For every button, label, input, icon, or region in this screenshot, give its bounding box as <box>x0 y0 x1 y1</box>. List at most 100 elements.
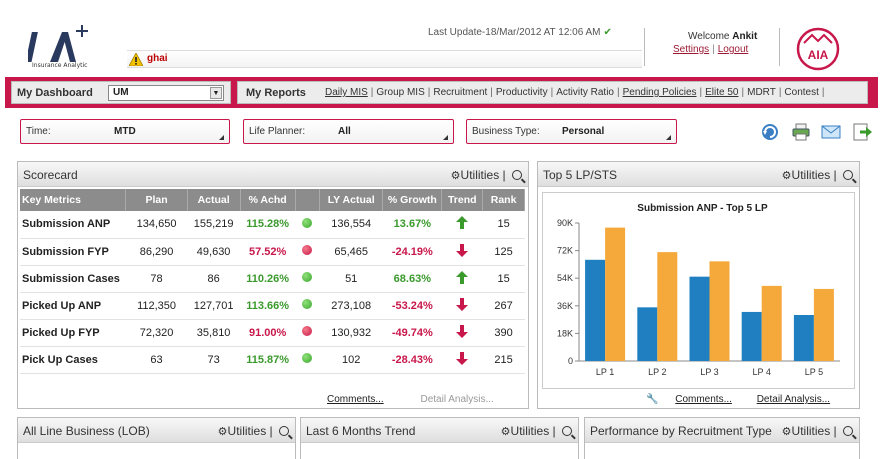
y-tick-label: 90K <box>557 218 573 228</box>
gear-icon[interactable]: ⚙ <box>500 426 511 438</box>
comments-link[interactable]: Comments... <box>327 394 384 405</box>
zoom-icon[interactable] <box>843 426 853 436</box>
report-link-elite-50[interactable]: Elite 50 <box>705 87 739 98</box>
status-red-icon <box>302 245 313 255</box>
trend-cell <box>441 211 483 239</box>
table-row[interactable]: Picked Up FYP 72,320 35,810 91.00% 130,932 -4… <box>20 319 525 347</box>
gear-icon[interactable]: ⚙ <box>450 170 461 182</box>
achieved-percent: 57.52% <box>240 238 296 266</box>
column-header[interactable]: % Achd <box>240 189 296 211</box>
zoom-icon[interactable] <box>512 170 522 180</box>
utilities-label[interactable]: Utilities <box>510 424 550 438</box>
gear-icon[interactable]: ⚙ <box>217 426 228 438</box>
settings-link[interactable]: Settings <box>673 44 710 55</box>
report-link-activity-ratio[interactable]: Activity Ratio <box>556 87 614 98</box>
lob-utilities[interactable]: ⚙Utilities | <box>218 424 289 438</box>
detail-analysis-link[interactable]: Detail Analysis... <box>756 394 831 405</box>
menu-separator: | <box>699 87 703 98</box>
bar-series-1 <box>637 307 658 361</box>
dropdown-corner-icon[interactable] <box>666 135 671 140</box>
column-header[interactable]: Rank <box>482 189 525 211</box>
dashboard-selector: My Dashboard UM ▼ <box>11 81 231 104</box>
bar-series-2 <box>605 227 626 361</box>
reports-label: My Reports <box>246 87 306 99</box>
column-header[interactable]: % Growth <box>382 189 443 211</box>
column-header[interactable]: Trend <box>441 189 484 211</box>
wrench-icon[interactable]: 🔧 <box>646 394 659 405</box>
dashboard-value: UM <box>113 87 129 98</box>
bar-series-1 <box>585 259 606 361</box>
dropdown-corner-icon[interactable] <box>443 135 448 140</box>
top5-panel: Top 5 LP/STS ⚙Utilities | Submission ANP… <box>537 161 860 409</box>
status-cell <box>295 211 320 239</box>
plan-value: 112,350 <box>125 292 188 320</box>
gear-icon[interactable]: ⚙ <box>781 170 792 182</box>
report-link-recruitment[interactable]: Recruitment <box>433 87 488 98</box>
report-link-pending-policies[interactable]: Pending Policies <box>622 87 697 98</box>
utilities-label[interactable]: Utilities <box>227 424 267 438</box>
welcome-message: Welcome Ankit <box>688 31 757 42</box>
insurance-analytic-logo[interactable]: Insurance Analytic <box>25 22 98 72</box>
trend-utilities[interactable]: ⚙Utilities | <box>501 424 572 438</box>
utilities-label[interactable]: Utilities <box>791 168 831 182</box>
status-cell <box>295 346 320 374</box>
y-tick-label: 54K <box>557 273 573 283</box>
column-header[interactable]: Plan <box>125 189 188 211</box>
time-filter[interactable]: Time: MTD <box>20 119 230 144</box>
actual-value: 86 <box>187 265 241 293</box>
top5-title: Top 5 LP/STS <box>543 168 618 182</box>
dropdown-corner-icon[interactable] <box>219 135 224 140</box>
utilities-label[interactable]: Utilities <box>791 424 831 438</box>
detail-analysis-link[interactable]: Detail Analysis... <box>420 394 494 405</box>
menu-separator: | <box>616 87 620 98</box>
column-header[interactable]: LY Actual <box>319 189 384 211</box>
time-filter-value: MTD <box>114 126 136 137</box>
comments-link[interactable]: Comments... <box>675 394 732 405</box>
recruitment-performance-header: Performance by Recruitment Type ⚙Utiliti… <box>585 418 859 443</box>
print-icon[interactable] <box>791 122 811 142</box>
growth-percent: -28.43% <box>382 346 442 374</box>
report-link-daily-mis[interactable]: Daily MIS <box>325 87 368 98</box>
table-row[interactable]: Submission ANP 134,650 155,219 115.28% 136,5… <box>20 211 525 239</box>
report-link-group-mis[interactable]: Group MIS <box>376 87 425 98</box>
table-row[interactable]: Submission Cases 78 86 110.26% 51 68.63% 15 <box>20 265 525 293</box>
column-header[interactable] <box>295 189 321 211</box>
utilities-label[interactable]: Utilities <box>460 168 500 182</box>
achieved-percent: 91.00% <box>240 319 296 347</box>
growth-percent: 68.63% <box>382 265 442 293</box>
zoom-icon[interactable] <box>279 426 289 436</box>
life-planner-filter[interactable]: Life Planner: All <box>243 119 454 144</box>
table-row[interactable]: Picked Up ANP 112,350 127,701 113.66% 273,10… <box>20 292 525 320</box>
table-row[interactable]: Pick Up Cases 63 73 115.87% 102 -28.43% 215 <box>20 346 525 374</box>
logout-link[interactable]: Logout <box>717 44 749 55</box>
report-link-contest[interactable]: Contest <box>784 87 819 98</box>
refresh-icon[interactable] <box>760 122 780 142</box>
column-header[interactable]: Actual <box>187 189 241 211</box>
growth-percent: -24.19% <box>382 238 442 266</box>
dropdown-arrow-icon[interactable]: ▼ <box>210 87 222 99</box>
top5-utilities[interactable]: ⚙Utilities | <box>782 168 853 182</box>
reports-nav: My Reports Daily MIS | Group MIS | Recruitme… <box>237 81 868 104</box>
ly-actual-value: 51 <box>319 265 383 293</box>
dashboard-select[interactable]: UM ▼ <box>108 85 224 101</box>
business-type-filter[interactable]: Business Type: Personal <box>466 119 677 144</box>
report-link-mdrt[interactable]: MDRT <box>747 87 776 98</box>
email-icon[interactable] <box>821 122 841 142</box>
ly-actual-value: 273,108 <box>319 292 383 320</box>
table-row[interactable]: Submission FYP 86,290 49,630 57.52% 65,465 -2… <box>20 238 525 266</box>
export-icon[interactable] <box>852 122 872 142</box>
gear-icon[interactable]: ⚙ <box>781 426 792 438</box>
zoom-icon[interactable] <box>843 170 853 180</box>
recruitment-performance-panel: Performance by Recruitment Type ⚙Utiliti… <box>584 417 860 459</box>
report-link-productivity[interactable]: Productivity <box>495 87 548 98</box>
scorecard-utilities[interactable]: ⚙Utilities | <box>451 168 522 182</box>
header-divider <box>779 28 780 66</box>
zoom-icon[interactable] <box>562 426 572 436</box>
actual-value: 155,219 <box>187 211 241 239</box>
status-green-icon <box>302 353 313 363</box>
column-header[interactable]: Key Metrics <box>20 189 127 211</box>
trend-cell <box>441 265 483 293</box>
scorecard-table-body: Submission ANP 134,650 155,219 115.28% 136,5… <box>20 211 525 374</box>
trend-header: Last 6 Months Trend ⚙Utilities | <box>301 418 578 443</box>
recruitment-performance-utilities[interactable]: ⚙Utilities | <box>782 424 853 438</box>
